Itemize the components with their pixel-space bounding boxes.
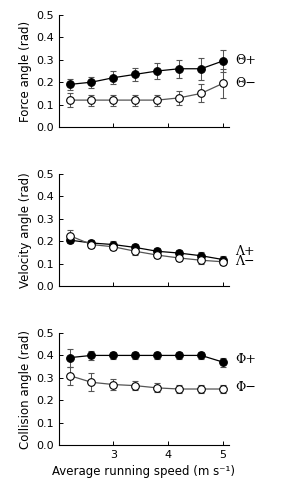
Text: Λ−: Λ−	[235, 256, 255, 268]
Text: Φ+: Φ+	[235, 354, 256, 366]
Text: Φ−: Φ−	[235, 382, 256, 394]
Text: Θ−: Θ−	[235, 77, 256, 90]
Text: Λ+: Λ+	[235, 245, 255, 258]
Text: Θ+: Θ+	[235, 54, 256, 68]
Y-axis label: Velocity angle (rad): Velocity angle (rad)	[19, 172, 32, 288]
X-axis label: Average running speed (m s⁻¹): Average running speed (m s⁻¹)	[52, 466, 235, 478]
Y-axis label: Collision angle (rad): Collision angle (rad)	[19, 330, 32, 448]
Y-axis label: Force angle (rad): Force angle (rad)	[19, 20, 32, 121]
